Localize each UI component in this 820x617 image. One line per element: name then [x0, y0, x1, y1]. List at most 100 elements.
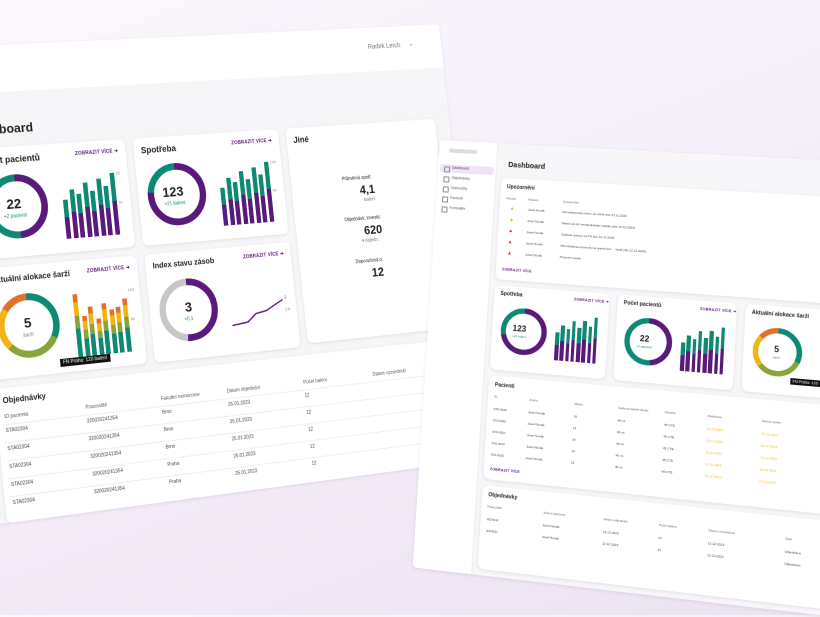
card-title: Spotřeba — [500, 291, 522, 299]
table-cell: 12 — [310, 444, 315, 450]
column-header[interactable]: Fakultní nemocnice — [160, 392, 200, 402]
column-header[interactable]: Datum objednání — [603, 517, 627, 524]
alert-patient[interactable]: Josef Novák — [526, 230, 543, 235]
column-header[interactable]: Počet balení — [303, 377, 327, 385]
table-cell: 45 CTE — [664, 423, 675, 428]
consumption-card: Spotřeba ZOBRAZIT VÍCE ➔ 123 +21 balení … — [132, 129, 288, 246]
show-more-link[interactable]: ZOBRAZIT VÍCE ➔ — [243, 251, 284, 260]
bar-segment — [266, 189, 274, 222]
left-window: Radek Lerch ⌄ Dashboard Počet pacientů Z… — [0, 24, 486, 525]
alert-text: Provozní tunely — [560, 255, 582, 261]
table-cell: 12 — [658, 536, 662, 541]
bar-segment — [692, 339, 697, 354]
show-more-link[interactable]: ZOBRAZIT VÍCE ➔ — [75, 148, 119, 157]
table-cell: Praha — [169, 478, 182, 485]
column-header[interactable]: Zásoba — [665, 410, 676, 415]
bar-segment — [118, 332, 125, 353]
column-header[interactable]: Stav — [785, 536, 792, 541]
column-header[interactable]: Počet balení — [659, 523, 677, 529]
table-cell: 46 ml — [617, 430, 625, 435]
bar-segment — [82, 316, 87, 322]
column-header[interactable]: Pracoviště — [85, 403, 107, 411]
bar-segment — [71, 211, 78, 238]
bar-segment — [680, 355, 685, 371]
chevron-down-icon[interactable]: ⌄ — [408, 40, 414, 47]
column-header[interactable]: Jméno — [529, 398, 538, 403]
bar-segment — [82, 182, 89, 207]
alert-patient[interactable]: Josef Novák — [525, 253, 542, 258]
column-header[interactable]: ID — [494, 394, 497, 398]
table-cell: 45 CTE — [662, 469, 673, 474]
column-header[interactable]: Pacient — [528, 198, 538, 203]
show-more-link[interactable]: ZOBRAZIT VÍCE ➔ — [231, 138, 272, 146]
y-mid-label: 61 — [273, 187, 277, 192]
bar-segment — [102, 309, 108, 321]
y-max-label: 123 — [270, 159, 276, 164]
bar-segment — [97, 331, 102, 339]
alert-patient[interactable]: Josef Novák — [527, 219, 544, 224]
bar-segment — [592, 338, 597, 364]
table-cell: 12.12.2023 — [706, 450, 722, 456]
alert-patient[interactable]: Josef Novák — [526, 241, 543, 246]
bar-segment — [75, 316, 81, 329]
table-cell: Brno — [162, 409, 172, 416]
bar-segment — [109, 309, 114, 315]
stock-value: 3 — [184, 299, 193, 315]
show-more-link[interactable]: ZOBRAZIT VÍCE — [502, 267, 532, 273]
y-mid-label: 11 — [119, 199, 123, 204]
column-header[interactable]: Jméno pacienta — [543, 510, 565, 517]
bar-segment — [698, 331, 703, 350]
bar-segment — [719, 348, 724, 374]
table-cell: 12.12.2023 — [705, 462, 721, 468]
batches-sub: šarží — [773, 355, 780, 360]
table-cell: 2024011 — [487, 517, 499, 522]
show-more-link[interactable]: ZOBRAZIT VÍCE ➔ — [700, 307, 737, 314]
alert-patient[interactable]: Josef Novák — [528, 208, 545, 213]
bar-segment — [84, 338, 91, 357]
table-cell: 25.01.2023 — [228, 400, 251, 408]
table-cell: Praha — [167, 461, 180, 468]
sidebar-item-label: Dashboard — [452, 166, 469, 171]
bar-segment — [63, 200, 70, 218]
show-more-link[interactable]: ZOBRAZIT VÍCE — [490, 467, 520, 474]
bar-segment — [122, 298, 127, 305]
right-window: Dashboard Objednávky Vyzkoušky Pacienti Form… — [413, 140, 820, 617]
bar-segment — [88, 313, 94, 324]
bar-segment — [702, 354, 707, 373]
bar-segment — [555, 332, 559, 345]
patients-value: 22 — [6, 195, 22, 212]
alert-text: Má vzkazovaný ležící na zítřek dne 31.11… — [562, 210, 627, 218]
table-cell: 25.01.2023 — [231, 434, 254, 442]
column-header[interactable]: Datum objednání — [227, 385, 261, 395]
card-title: Jiné — [293, 135, 309, 145]
alert-text: Má odeslanou kontrolu na teamk bez ... h… — [560, 244, 646, 254]
show-more-link[interactable]: ZOBRAZIT VÍCE ➔ — [574, 297, 609, 304]
column-header[interactable]: Upozornění — [563, 200, 579, 205]
column-header[interactable]: Datum vyzvednutí — [372, 368, 406, 377]
bar-segment — [586, 343, 591, 363]
sidebar-item-label: Pacienti — [450, 196, 463, 201]
table-cell: 45 CTE — [663, 434, 674, 439]
column-header[interactable]: Datum oprav. — [762, 419, 782, 425]
table-cell: 12 — [657, 547, 661, 552]
column-header[interactable]: ID pacienta — [4, 412, 29, 421]
column-header[interactable]: Město — [574, 402, 583, 407]
sidebar-item-formuláře[interactable]: Formuláře — [437, 204, 491, 215]
sidebar-item-dashboard[interactable]: Dashboard — [440, 164, 494, 175]
column-header[interactable]: Celková dávek dávka — [618, 406, 648, 413]
table-cell: 16 — [573, 414, 577, 419]
consumption-card: Spotřeba ZOBRAZIT VÍCE ➔ 123 +21 balení — [490, 285, 610, 379]
row-divider — [10, 437, 467, 497]
bar-segment — [122, 305, 128, 317]
table-cell: STA02304 — [9, 461, 32, 470]
table-cell: STA 0020 — [492, 430, 505, 435]
show-more-link[interactable]: ZOBRAZIT VÍCE ➔ — [87, 265, 131, 275]
sidebar-item-label: Formuláře — [449, 206, 465, 211]
alert-text: Zaslané pokyny na FN dne 12.12.2023 — [561, 232, 615, 240]
column-header[interactable]: Datum vyzvednutí — [708, 528, 734, 535]
column-header[interactable]: Priorita — [506, 196, 516, 201]
column-header[interactable]: Pracoviště — [487, 504, 502, 510]
table-cell: 12.12.2023 — [760, 455, 777, 461]
consumption-value: 123 — [162, 183, 184, 200]
column-header[interactable]: Distribuce — [708, 414, 723, 420]
